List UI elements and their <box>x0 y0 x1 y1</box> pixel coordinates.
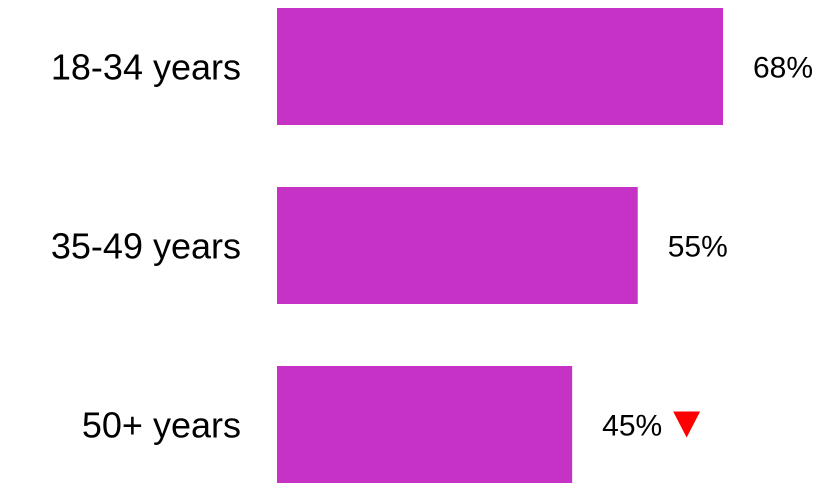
category-label: 18-34 years <box>51 47 241 88</box>
down-triangle-icon <box>673 411 701 438</box>
bar-3 <box>277 366 573 483</box>
value-label: 68% <box>753 52 813 85</box>
category-label: 50+ years <box>82 405 241 446</box>
category-label: 35-49 years <box>51 226 241 267</box>
bar-1 <box>277 8 723 125</box>
value-label: 45% <box>602 410 662 443</box>
bar-2 <box>277 187 638 304</box>
value-label: 55% <box>668 231 728 264</box>
